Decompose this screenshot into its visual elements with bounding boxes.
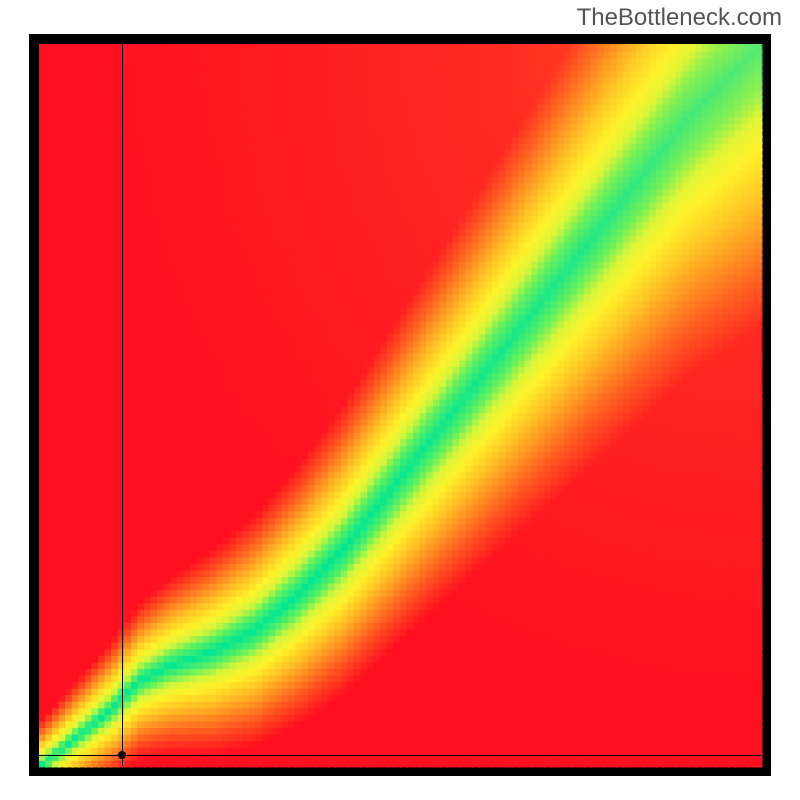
heatmap-canvas (29, 34, 771, 776)
chart-container: TheBottleneck.com (0, 0, 800, 800)
attribution-text: TheBottleneck.com (577, 4, 782, 32)
crosshair-horizontal (39, 755, 761, 756)
plot-frame (29, 34, 771, 776)
crosshair-vertical (122, 44, 123, 766)
